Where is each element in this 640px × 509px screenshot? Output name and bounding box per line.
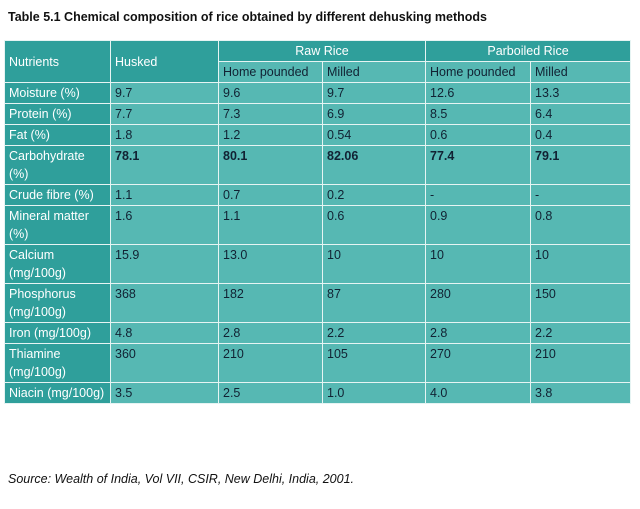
value-cell: 2.8	[425, 322, 531, 344]
value-cell: 10	[322, 244, 426, 284]
row-label: Carbohydrate (%)	[4, 145, 111, 185]
row-label: Mineral matter (%)	[4, 205, 111, 245]
value-cell: 9.6	[218, 82, 323, 104]
table-row: Fat (%) 1.8 1.2 0.54 0.6 0.4	[4, 124, 632, 146]
value-cell: 13.3	[529, 82, 632, 104]
value-cell: 0.9	[425, 205, 531, 245]
value-cell: 6.4	[529, 103, 632, 125]
row-label: Moisture (%)	[4, 82, 111, 104]
group-header: Parboiled Rice	[424, 40, 632, 62]
table-row: Protein (%) 7.7 7.3 6.9 8.5 6.4	[4, 103, 632, 125]
value-cell: 0.2	[322, 184, 426, 206]
row-label: Calcium (mg/100g)	[4, 244, 111, 284]
value-cell: 1.1	[218, 205, 323, 245]
value-cell: 368	[110, 283, 219, 323]
subheader-row: Home pounded Milled Home pounded Milled	[5, 61, 632, 83]
table-row: Carbohydrate (%) 78.1 80.1 82.06 77.4 79.1	[4, 145, 632, 185]
value-cell: 1.2	[218, 124, 323, 146]
value-cell: 360	[110, 343, 219, 383]
value-cell: 7.3	[218, 103, 323, 125]
value-cell: 3.8	[529, 382, 632, 404]
row-label: Phosphorus (mg/100g)	[4, 283, 111, 323]
table-row: Phosphorus (mg/100g) 368 182 87 280 150	[4, 283, 632, 323]
value-cell: 8.5	[425, 103, 531, 125]
value-cell: 12.6	[425, 82, 531, 104]
table-row: Moisture (%) 9.7 9.6 9.7 12.6 13.3	[4, 82, 632, 104]
value-cell: 2.2	[322, 322, 426, 344]
value-cell: 1.0	[322, 382, 426, 404]
table-row: Calcium (mg/100g) 15.9 13.0 10 10 10	[4, 244, 632, 284]
value-cell: 82.06	[322, 145, 426, 185]
value-cell: 150	[529, 283, 632, 323]
value-cell: 210	[529, 343, 632, 383]
table-row: Crude fibre (%) 1.1 0.7 0.2- -	[4, 184, 632, 206]
value-cell: 77.4	[425, 145, 531, 185]
value-cell: 4.8	[110, 322, 219, 344]
value-cell: 10	[529, 244, 632, 284]
value-cell: 210	[218, 343, 323, 383]
subheader-cell: Home pounded	[218, 61, 323, 83]
value-cell: 80.1	[218, 145, 323, 185]
value-cell: 4.0	[425, 382, 531, 404]
row-label: Protein (%)	[4, 103, 111, 125]
value-cell: 78.1	[110, 145, 219, 185]
table-row: Niacin (mg/100g) 3.5 2.5 1.0 4.0 3.8	[4, 382, 632, 404]
value-cell: 0.7	[218, 184, 323, 206]
value-cell: 0.6	[322, 205, 426, 245]
header-cell: Nutrients	[4, 40, 111, 83]
value-cell: 1.1	[110, 184, 219, 206]
value-cell: 182	[218, 283, 323, 323]
value-cell: 105	[322, 343, 426, 383]
row-label: Iron (mg/100g)	[4, 322, 111, 344]
value-cell: 9.7	[322, 82, 426, 104]
row-label: Crude fibre (%)	[4, 184, 111, 206]
value-cell: 2.2	[529, 322, 632, 344]
value-cell: 79.1	[529, 145, 632, 185]
value-cell: 6.9	[322, 103, 426, 125]
group-header: Raw Rice	[218, 40, 426, 62]
value-cell: 0.8	[529, 205, 632, 245]
value-cell: -	[425, 184, 531, 206]
value-cell: 0.54	[322, 124, 426, 146]
value-cell: 9.7	[110, 82, 219, 104]
value-cell: 0.6	[425, 124, 531, 146]
subheader-cell: Milled	[529, 61, 632, 83]
value-cell: 15.9	[110, 244, 219, 284]
table-title: Table 5.1 Chemical composition of rice o…	[8, 10, 488, 24]
value-cell: 1.8	[110, 124, 219, 146]
value-cell: 0.4	[529, 124, 632, 146]
composition-table: Nutrients Husked Raw Rice Parboiled Rice…	[4, 40, 632, 404]
value-cell: 87	[322, 283, 426, 323]
value-cell: 10	[425, 244, 531, 284]
value-cell: 2.5	[218, 382, 323, 404]
value-cell: 270	[425, 343, 531, 383]
subheader-cell: Milled	[322, 61, 426, 83]
value-cell: 1.6	[110, 205, 219, 245]
table-row: Iron (mg/100g) 4.8 2.8 2.2 2.8 2.2	[4, 322, 632, 344]
row-label: Fat (%)	[4, 124, 111, 146]
row-label: Niacin (mg/100g)	[4, 382, 111, 404]
value-cell: 13.0	[218, 244, 323, 284]
value-cell: 3.5	[110, 382, 219, 404]
value-cell: 2.8	[218, 322, 323, 344]
value-cell: 280	[425, 283, 531, 323]
source-note: Source: Wealth of India, Vol VII, CSIR, …	[8, 472, 355, 486]
header-row: Nutrients Husked Raw Rice Parboiled Rice	[4, 40, 632, 83]
subheader-cell: Home pounded	[425, 61, 531, 83]
table-row: Thiamine (mg/100g) 360 210 105 270 210	[4, 343, 632, 383]
table-body: Moisture (%) 9.7 9.6 9.7 12.6 13.3 Protein (%)…	[4, 82, 632, 404]
value-cell: -	[529, 184, 632, 206]
table-row: Mineral matter (%) 1.6 1.1 0.6 0.9 0.8	[4, 205, 632, 245]
row-label: Thiamine (mg/100g)	[4, 343, 111, 383]
header-cell: Husked	[110, 40, 219, 83]
value-cell: 7.7	[110, 103, 219, 125]
